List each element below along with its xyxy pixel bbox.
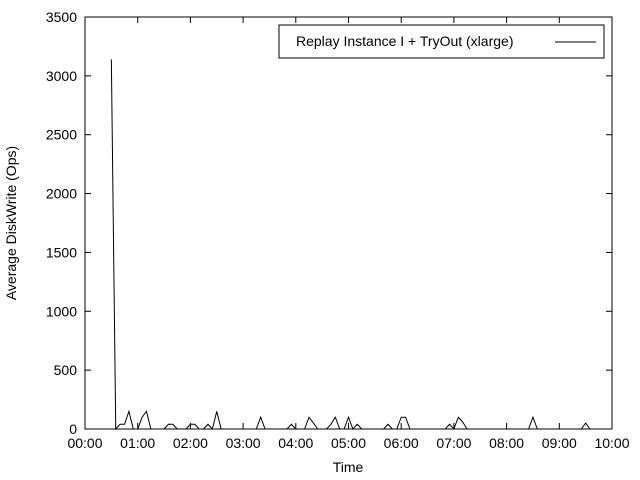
y-tick-label: 500	[54, 362, 78, 378]
x-tick-label: 02:00	[173, 435, 208, 451]
x-tick-label: 09:00	[542, 435, 577, 451]
y-tick-label: 1500	[46, 244, 77, 260]
x-tick-label: 07:00	[436, 435, 471, 451]
x-tick-label: 04:00	[278, 435, 313, 451]
y-tick-label: 3000	[46, 68, 77, 84]
x-tick-label: 05:00	[331, 435, 366, 451]
y-tick-label: 2000	[46, 186, 77, 202]
legend-series-label: Replay Instance I + TryOut (xlarge)	[296, 33, 513, 49]
x-tick-label: 10:00	[594, 435, 629, 451]
x-tick-label: 08:00	[489, 435, 524, 451]
y-axis-label: Average DiskWrite (Ops)	[3, 146, 19, 300]
x-tick-label: 00:00	[67, 435, 102, 451]
y-tick-label: 1000	[46, 303, 77, 319]
y-tick-label: 0	[69, 421, 77, 437]
axes-layer: 0 500 1000 1500 2000 2500 3000 3500 00:00 01:00 02…	[46, 9, 630, 451]
x-tick-label: 03:00	[226, 435, 261, 451]
x-tick-label: 01:00	[120, 435, 155, 451]
legend: Replay Instance I + TryOut (xlarge)	[278, 24, 605, 59]
y-tick-label: 2500	[46, 127, 77, 143]
legend-box	[278, 24, 605, 59]
x-tick-label: 06:00	[384, 435, 419, 451]
x-axis-label: Time	[333, 459, 364, 475]
y-tick-label: 3500	[46, 9, 77, 25]
